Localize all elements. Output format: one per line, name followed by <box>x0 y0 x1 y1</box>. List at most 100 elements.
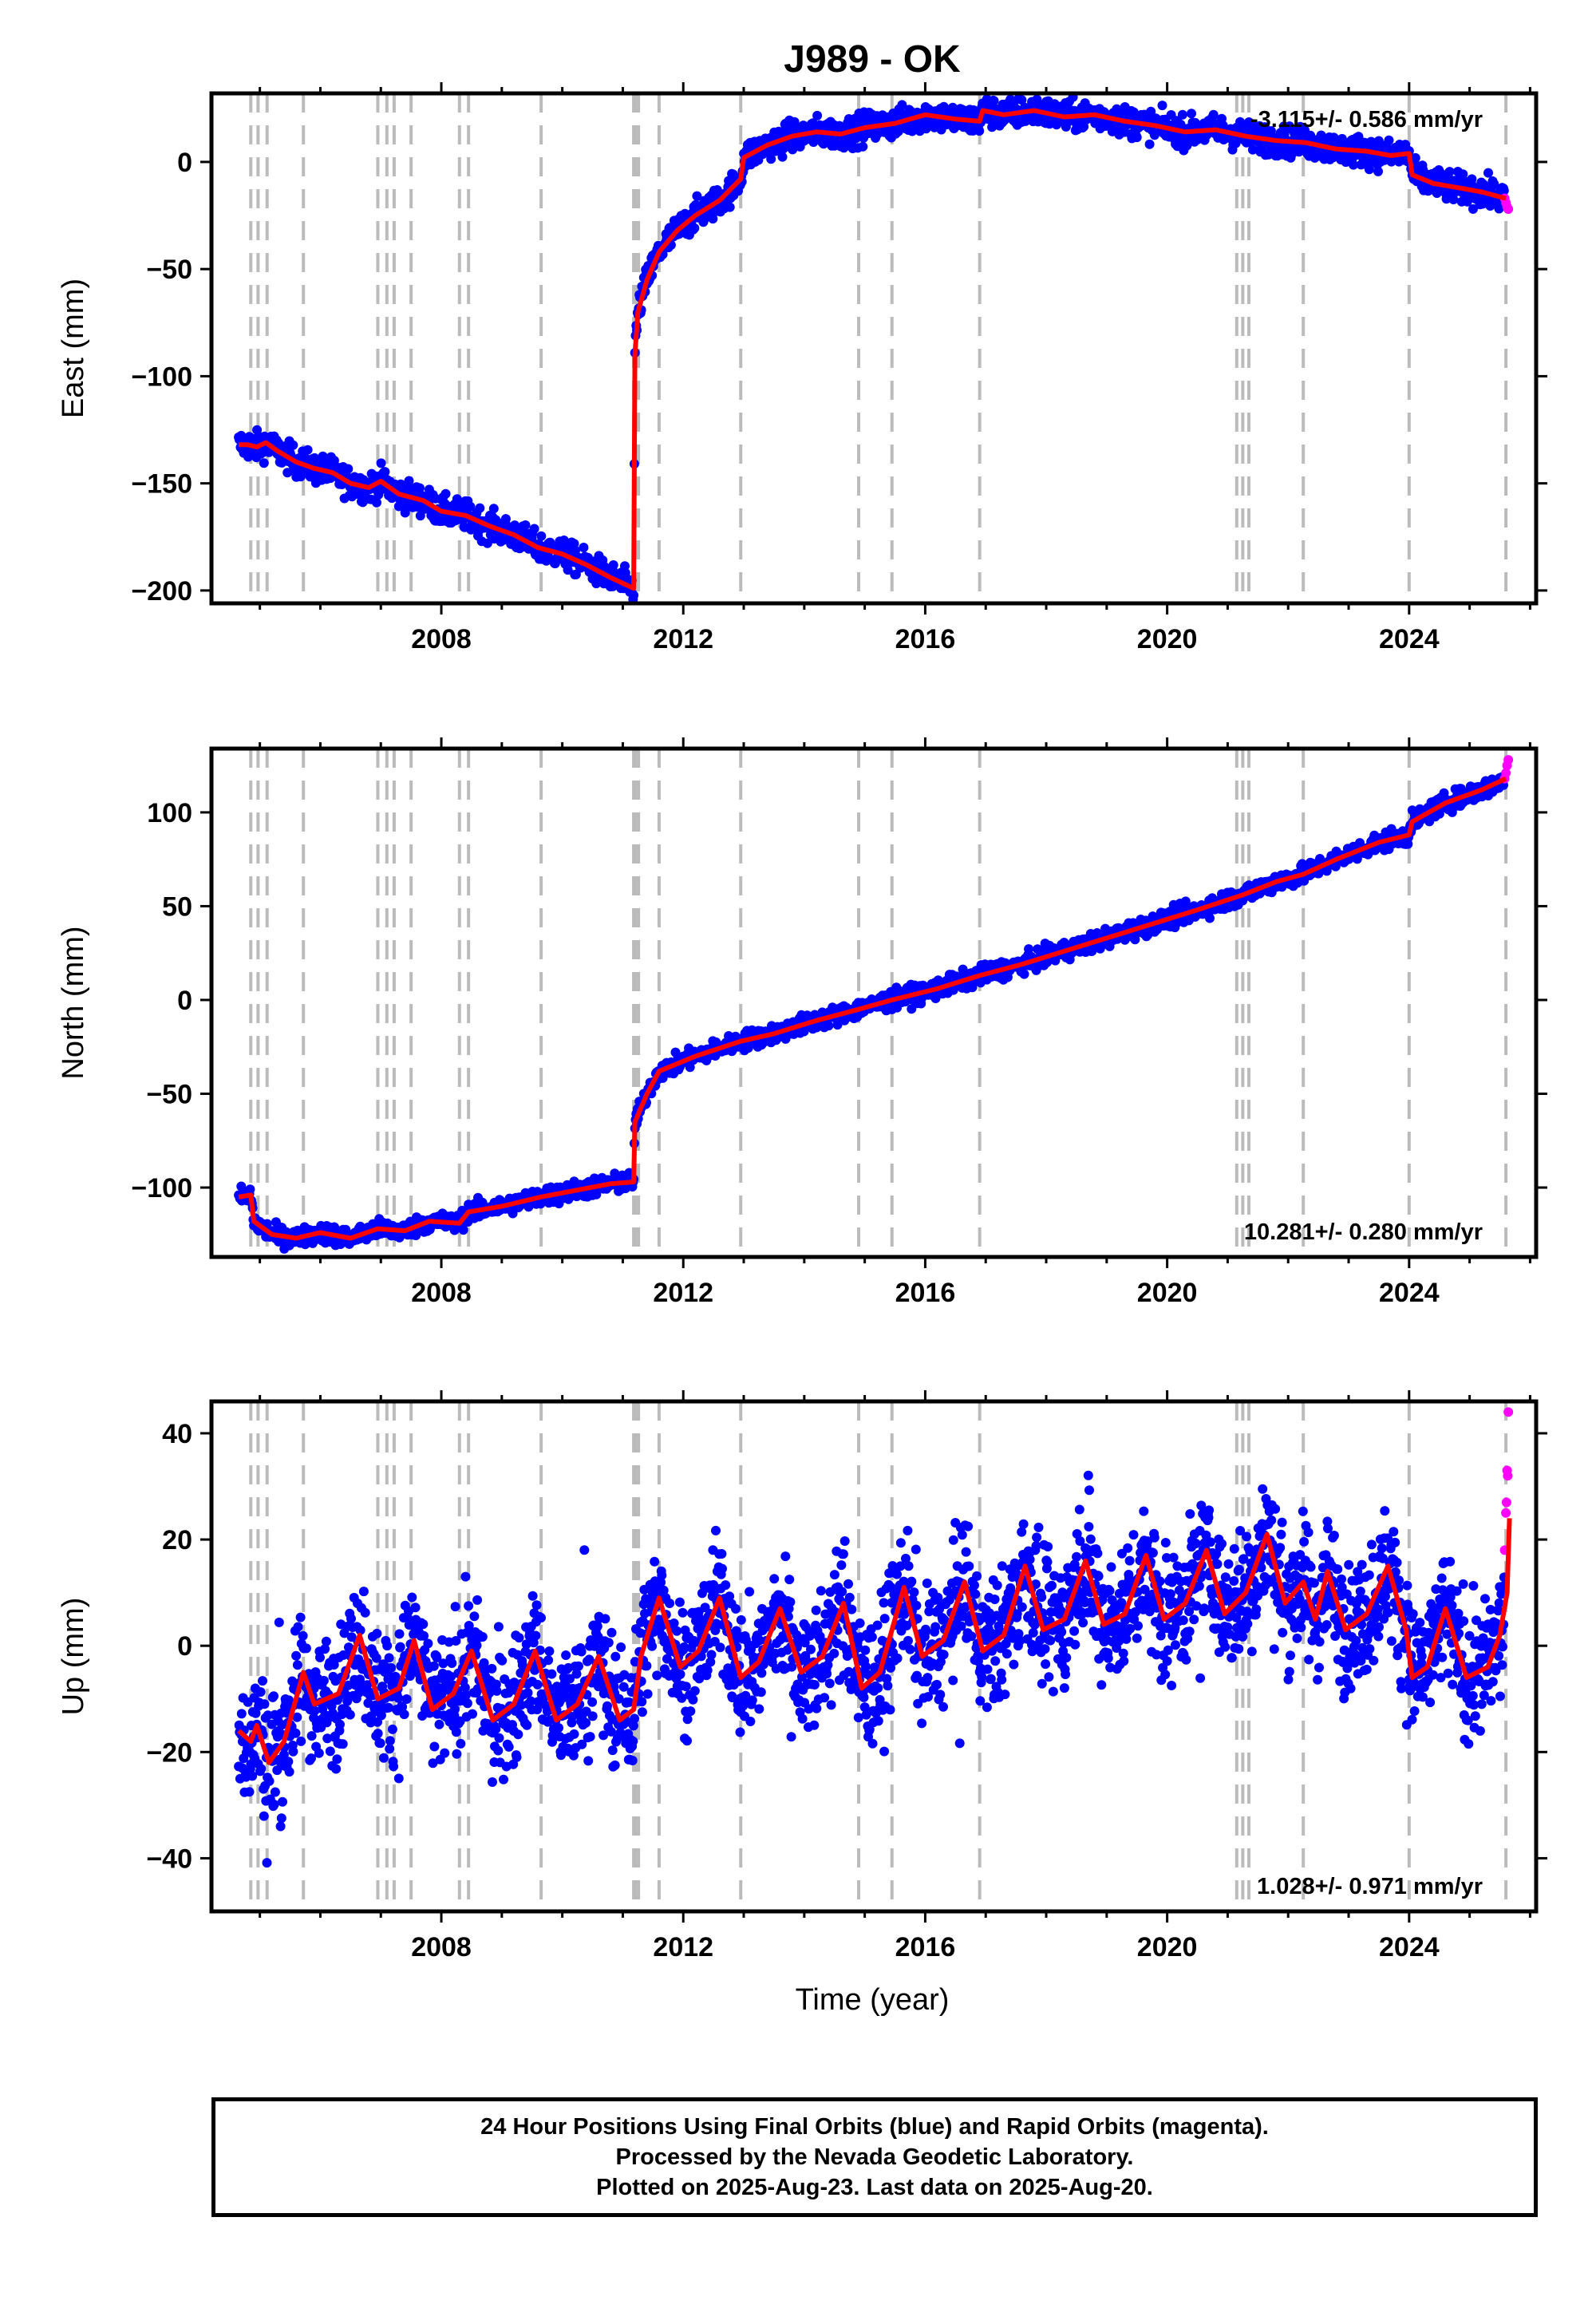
up-final-point <box>256 1764 267 1774</box>
north-final-point <box>1019 969 1029 979</box>
up-final-point <box>360 1607 370 1618</box>
up-final-point <box>472 1640 482 1650</box>
east-final-point <box>415 483 425 493</box>
up-final-point <box>587 1711 598 1721</box>
up-final-point <box>395 1642 405 1652</box>
east-final-point <box>725 202 735 212</box>
up-final-point <box>244 1787 255 1797</box>
east-final-point <box>465 501 476 512</box>
north-final-point <box>824 1021 834 1031</box>
up-final-point <box>386 1662 397 1673</box>
up-final-point <box>372 1628 382 1638</box>
north-y-tick-label: 100 <box>147 798 192 828</box>
up-final-point <box>278 1796 287 1807</box>
east-final-point <box>440 488 451 499</box>
up-final-point <box>460 1571 471 1582</box>
up-final-point <box>497 1655 508 1666</box>
north-final-point <box>245 1184 255 1195</box>
north-rapid-point <box>1503 755 1514 765</box>
up-final-point <box>434 1719 444 1729</box>
up-final-point <box>603 1638 614 1648</box>
up-final-point <box>493 1622 504 1632</box>
up-final-point <box>382 1641 393 1651</box>
up-final-point <box>477 1632 488 1642</box>
up-final-point <box>332 1754 342 1765</box>
up-final-point <box>291 1650 302 1661</box>
up-final-point <box>452 1749 462 1759</box>
up-final-point <box>306 1731 317 1741</box>
east-final-point <box>1157 101 1167 111</box>
up-final-point <box>290 1728 301 1738</box>
up-final-point <box>385 1744 395 1754</box>
east-final-point <box>559 536 569 545</box>
up-final-point <box>375 1738 385 1749</box>
east-rate-label: -3.115+/- 0.586 mm/yr <box>1250 107 1483 132</box>
east-final-point <box>1208 109 1219 120</box>
up-final-point <box>321 1636 331 1646</box>
up-final-point <box>387 1724 397 1734</box>
east-final-point <box>372 497 381 508</box>
up-final-point <box>276 1813 286 1824</box>
up-final-point <box>393 1693 404 1703</box>
up-final-point <box>338 1739 348 1749</box>
up-final-point <box>275 1821 286 1832</box>
east-final-point <box>475 503 485 513</box>
east-final-point <box>404 476 414 486</box>
up-final-point <box>561 1650 571 1660</box>
north-y-tick-label: 0 <box>177 986 192 1016</box>
east-final-point <box>380 467 390 477</box>
up-final-point <box>236 1709 247 1719</box>
east-y-tick-label: −50 <box>146 255 192 285</box>
up-final-point <box>554 1723 563 1733</box>
up-final-point <box>499 1774 508 1784</box>
up-final-point <box>468 1709 477 1719</box>
east-y-tick-label: −150 <box>131 469 192 500</box>
east-final-point <box>536 531 547 541</box>
up-final-point <box>394 1629 405 1639</box>
up-final-point <box>531 1600 542 1611</box>
east-final-point <box>1144 139 1155 149</box>
up-final-point <box>522 1720 532 1730</box>
up-final-point <box>569 1729 579 1739</box>
east-final-point <box>1467 174 1477 184</box>
up-final-point <box>574 1661 583 1671</box>
up-final-point <box>345 1709 355 1720</box>
north-final-points <box>234 772 1509 1254</box>
east-final-point <box>629 590 639 600</box>
up-final-point <box>407 1592 417 1603</box>
up-final-points <box>234 1470 1509 1868</box>
east-final-point <box>343 464 354 474</box>
up-final-point <box>576 1646 587 1657</box>
east-final-point <box>692 191 702 201</box>
up-final-point <box>602 1701 612 1711</box>
up-final-point <box>472 1595 483 1605</box>
up-final-point <box>378 1753 389 1763</box>
up-final-point <box>447 1658 457 1668</box>
east-final-point <box>689 223 700 233</box>
east-final-point <box>488 504 499 514</box>
up-final-point <box>255 1687 266 1697</box>
up-final-point <box>456 1738 466 1749</box>
up-final-point <box>258 1676 267 1686</box>
east-x-tick-label: 2020 <box>1137 624 1198 654</box>
up-final-point <box>531 1630 541 1641</box>
up-final-point <box>284 1767 294 1777</box>
east-final-point <box>520 520 531 530</box>
up-final-point <box>393 1773 404 1784</box>
up-final-point <box>547 1669 557 1679</box>
up-final-point <box>401 1694 412 1704</box>
up-final-point <box>269 1800 279 1809</box>
east-y-tick-label: −100 <box>131 362 192 392</box>
up-final-point <box>587 1697 598 1707</box>
north-x-tick-label: 2012 <box>653 1278 713 1308</box>
up-final-point <box>600 1614 610 1624</box>
east-x-tick-label: 2008 <box>411 624 472 654</box>
up-final-point <box>493 1745 504 1756</box>
up-final-point <box>269 1691 279 1701</box>
east-y-axis-label: East (mm) <box>57 279 90 418</box>
east-final-point <box>812 110 823 121</box>
